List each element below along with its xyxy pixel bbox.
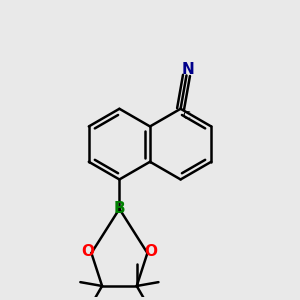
Text: C: C bbox=[183, 111, 190, 121]
Text: O: O bbox=[81, 244, 94, 260]
Text: B: B bbox=[114, 201, 125, 216]
Text: O: O bbox=[145, 244, 158, 260]
Text: N: N bbox=[181, 61, 194, 76]
